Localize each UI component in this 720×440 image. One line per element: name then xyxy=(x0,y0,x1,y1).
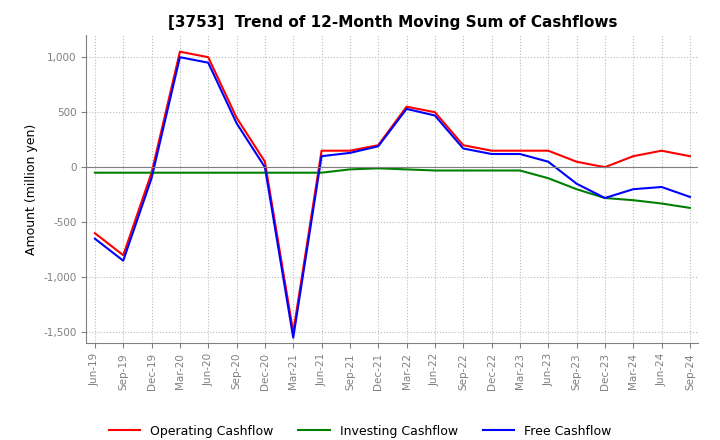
Operating Cashflow xyxy=(346,148,354,154)
Investing Cashflow xyxy=(572,187,581,192)
Investing Cashflow xyxy=(119,170,127,175)
Free Cashflow xyxy=(318,154,326,159)
Operating Cashflow xyxy=(318,148,326,154)
Investing Cashflow xyxy=(148,170,156,175)
Investing Cashflow xyxy=(261,170,269,175)
Investing Cashflow xyxy=(629,198,637,203)
Free Cashflow xyxy=(402,106,411,111)
Investing Cashflow xyxy=(600,195,609,201)
Operating Cashflow xyxy=(119,253,127,258)
Operating Cashflow xyxy=(176,49,184,55)
Operating Cashflow xyxy=(233,115,241,120)
Free Cashflow xyxy=(685,194,694,200)
Line: Investing Cashflow: Investing Cashflow xyxy=(95,169,690,208)
Operating Cashflow xyxy=(657,148,666,154)
Operating Cashflow xyxy=(685,154,694,159)
Free Cashflow xyxy=(148,176,156,181)
Free Cashflow xyxy=(204,60,212,66)
Operating Cashflow xyxy=(204,55,212,60)
Free Cashflow xyxy=(600,195,609,201)
Investing Cashflow xyxy=(374,166,382,171)
Investing Cashflow xyxy=(459,168,467,173)
Operating Cashflow xyxy=(459,143,467,148)
Line: Free Cashflow: Free Cashflow xyxy=(95,57,690,338)
Operating Cashflow xyxy=(487,148,496,154)
Operating Cashflow xyxy=(374,143,382,148)
Free Cashflow xyxy=(233,121,241,126)
Free Cashflow xyxy=(431,113,439,118)
Operating Cashflow xyxy=(402,104,411,110)
Investing Cashflow xyxy=(487,168,496,173)
Operating Cashflow xyxy=(600,165,609,170)
Investing Cashflow xyxy=(431,168,439,173)
Investing Cashflow xyxy=(685,205,694,210)
Investing Cashflow xyxy=(318,170,326,175)
Free Cashflow xyxy=(346,150,354,156)
Free Cashflow xyxy=(629,187,637,192)
Investing Cashflow xyxy=(516,168,524,173)
Free Cashflow xyxy=(487,151,496,157)
Investing Cashflow xyxy=(544,176,552,181)
Free Cashflow xyxy=(459,146,467,151)
Operating Cashflow xyxy=(289,330,297,335)
Operating Cashflow xyxy=(516,148,524,154)
Investing Cashflow xyxy=(346,167,354,172)
Investing Cashflow xyxy=(233,170,241,175)
Operating Cashflow xyxy=(544,148,552,154)
Y-axis label: Amount (million yen): Amount (million yen) xyxy=(24,124,37,255)
Operating Cashflow xyxy=(261,159,269,165)
Title: [3753]  Trend of 12-Month Moving Sum of Cashflows: [3753] Trend of 12-Month Moving Sum of C… xyxy=(168,15,617,30)
Operating Cashflow xyxy=(91,231,99,236)
Operating Cashflow xyxy=(431,110,439,115)
Operating Cashflow xyxy=(148,170,156,175)
Free Cashflow xyxy=(91,236,99,241)
Free Cashflow xyxy=(657,184,666,190)
Line: Operating Cashflow: Operating Cashflow xyxy=(95,52,690,332)
Investing Cashflow xyxy=(204,170,212,175)
Investing Cashflow xyxy=(657,201,666,206)
Operating Cashflow xyxy=(629,154,637,159)
Free Cashflow xyxy=(289,335,297,341)
Free Cashflow xyxy=(516,151,524,157)
Free Cashflow xyxy=(119,258,127,263)
Investing Cashflow xyxy=(91,170,99,175)
Free Cashflow xyxy=(176,55,184,60)
Investing Cashflow xyxy=(402,167,411,172)
Free Cashflow xyxy=(572,181,581,187)
Free Cashflow xyxy=(374,143,382,149)
Investing Cashflow xyxy=(176,170,184,175)
Free Cashflow xyxy=(544,159,552,165)
Free Cashflow xyxy=(261,165,269,170)
Operating Cashflow xyxy=(572,159,581,165)
Investing Cashflow xyxy=(289,170,297,175)
Legend: Operating Cashflow, Investing Cashflow, Free Cashflow: Operating Cashflow, Investing Cashflow, … xyxy=(104,420,616,440)
